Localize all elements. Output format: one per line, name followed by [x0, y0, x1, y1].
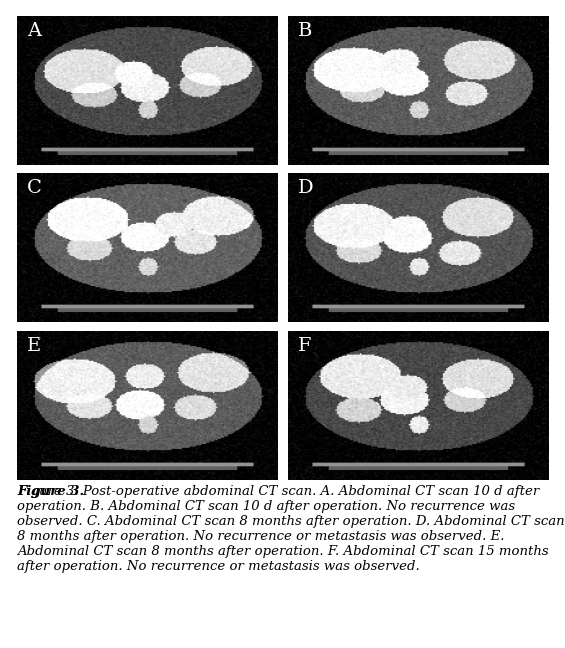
Text: E: E — [27, 336, 41, 354]
Text: A: A — [27, 22, 41, 40]
Text: C: C — [27, 179, 42, 198]
Text: Figure 3. Post-operative abdominal CT scan. A. Abdominal CT scan 10 d after oper: Figure 3. Post-operative abdominal CT sc… — [17, 485, 564, 573]
Text: B: B — [298, 22, 312, 40]
Text: D: D — [298, 179, 314, 198]
Text: F: F — [298, 336, 312, 354]
Text: Figure 3.: Figure 3. — [17, 485, 84, 498]
